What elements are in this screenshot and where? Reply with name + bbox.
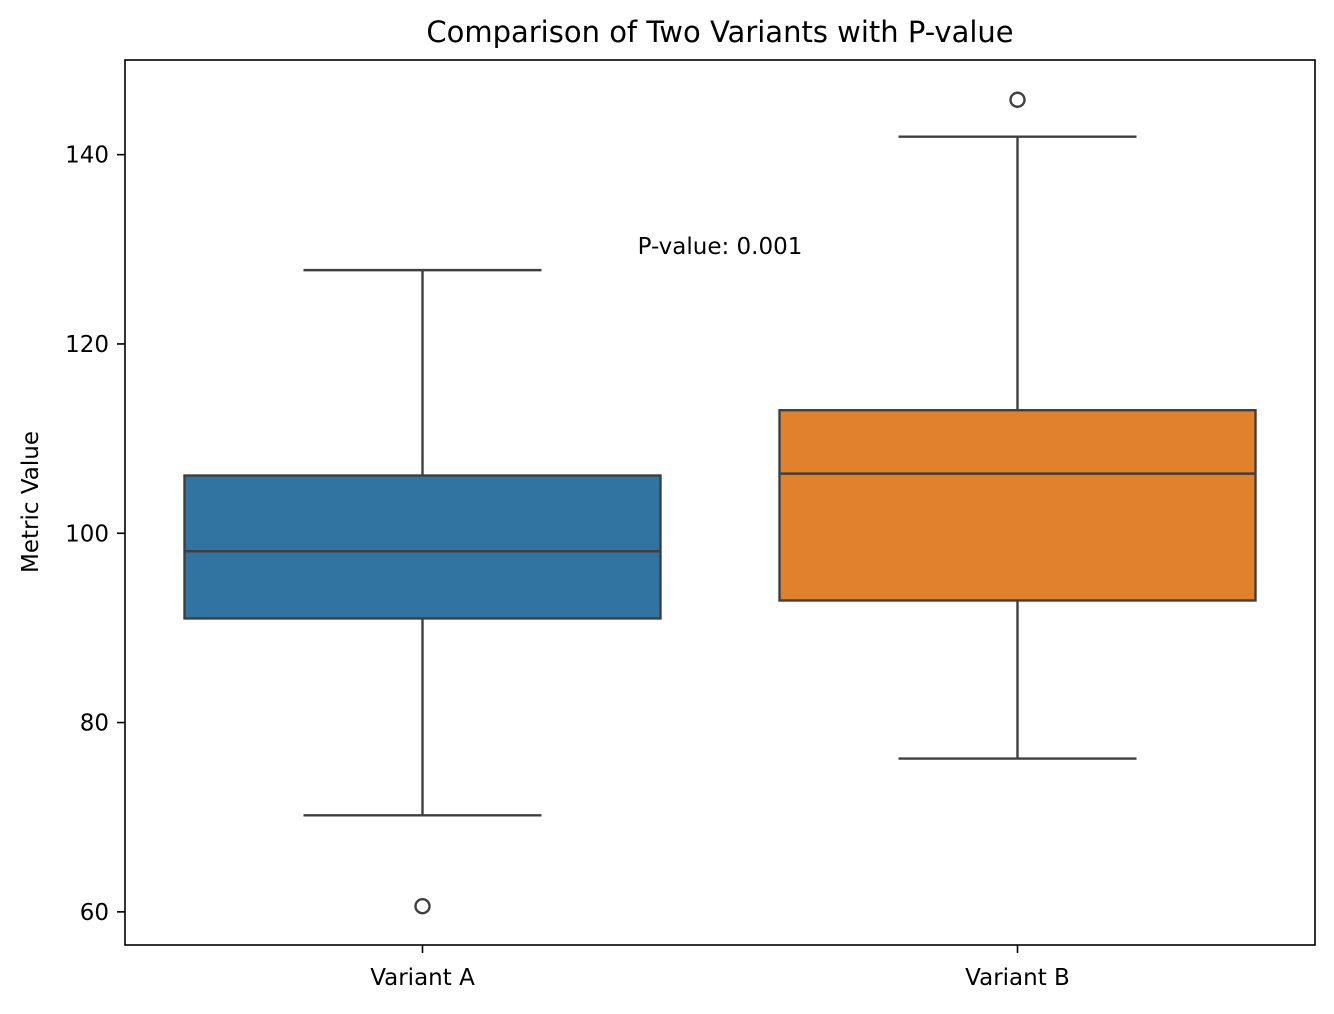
y-tick-label: 80 <box>80 711 109 737</box>
y-tick-label: 140 <box>65 143 109 169</box>
y-tick-label: 60 <box>80 900 109 926</box>
axes-frame <box>124 59 1316 946</box>
box-group-2 <box>778 91 1257 760</box>
x-tick-label: Variant B <box>965 965 1070 991</box>
x-tick-label: Variant A <box>370 965 475 991</box>
x-axis: Variant A Variant B <box>370 945 1070 991</box>
y-tick-label: 120 <box>65 332 109 358</box>
y-axis-label: Metric Value <box>18 431 44 573</box>
outlier-point <box>1009 91 1026 108</box>
box <box>778 409 1257 602</box>
y-axis: 60 80 100 120 140 <box>65 143 125 926</box>
box <box>183 474 662 620</box>
box-group-1 <box>183 268 662 915</box>
y-tick-label: 100 <box>65 521 109 547</box>
outlier-point <box>414 897 431 915</box>
annotations: P-value: 0.001 <box>638 234 803 260</box>
chart-title: Comparison of Two Variants with P-value <box>426 15 1013 49</box>
p-value-annotation: P-value: 0.001 <box>638 234 803 260</box>
plot-area <box>183 91 1257 915</box>
